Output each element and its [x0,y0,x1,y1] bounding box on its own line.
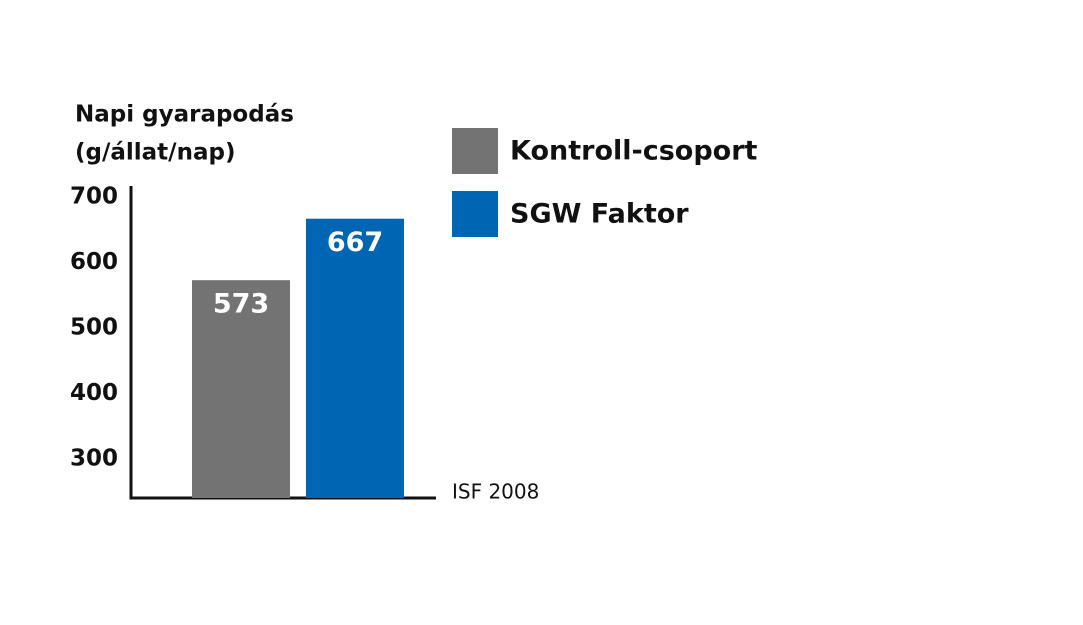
legend-swatch [452,128,498,174]
y-axis-title: (g/állat/nap) [75,140,235,166]
source-note: ISF 2008 [452,480,539,504]
y-tick-label: 500 [70,314,118,340]
y-axis-title: Napi gyarapodás [75,102,294,128]
data-label: 573 [213,289,269,320]
y-tick-label: 300 [70,445,118,471]
bar [192,280,290,498]
bar [306,218,404,498]
y-tick-label: 600 [70,249,118,275]
legend-label: Kontroll-csoport [510,136,758,167]
legend-label: SGW Faktor [510,199,689,230]
y-tick-label: 400 [70,380,118,406]
legend-swatch [452,191,498,237]
y-tick-label: 700 [70,184,118,210]
data-label: 667 [327,227,383,258]
